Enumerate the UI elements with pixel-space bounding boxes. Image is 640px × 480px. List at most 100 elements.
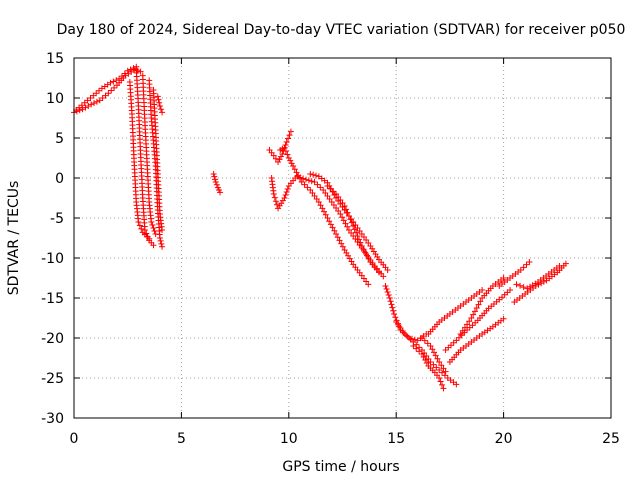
data-point xyxy=(403,332,410,339)
data-point xyxy=(333,231,340,237)
data-point xyxy=(386,295,393,301)
data-point xyxy=(344,209,351,216)
data-point xyxy=(538,280,545,287)
data-point xyxy=(282,142,289,148)
data-point xyxy=(360,246,367,253)
data-point xyxy=(286,132,293,139)
data-point xyxy=(339,243,346,250)
data-point xyxy=(438,362,445,369)
data-point xyxy=(380,273,387,280)
x-tick-label: 5 xyxy=(177,431,186,447)
data-point xyxy=(457,331,464,337)
data-point xyxy=(108,87,115,94)
x-tick-label: 0 xyxy=(70,431,79,447)
data-point xyxy=(453,381,460,388)
data-point xyxy=(279,151,286,157)
data-point xyxy=(310,171,317,178)
data-point xyxy=(158,240,165,247)
data-point xyxy=(343,206,350,213)
data-point xyxy=(479,287,486,293)
plot-frame xyxy=(73,57,612,419)
data-point xyxy=(376,269,383,276)
data-point xyxy=(351,226,358,233)
data-point xyxy=(523,261,530,268)
data-point xyxy=(270,191,277,197)
data-point xyxy=(287,157,294,164)
data-point xyxy=(154,93,161,100)
data-point xyxy=(407,336,414,343)
data-point xyxy=(331,227,338,234)
data-point xyxy=(217,189,224,196)
x-tick-label: 15 xyxy=(387,431,405,447)
data-point xyxy=(159,227,166,233)
data-point xyxy=(535,281,542,288)
data-point xyxy=(439,381,446,388)
data-point xyxy=(384,267,391,273)
data-point xyxy=(307,171,314,177)
data-point xyxy=(329,188,336,195)
data-point xyxy=(136,222,143,229)
data-point xyxy=(477,298,484,305)
data-point xyxy=(138,225,145,232)
data-point xyxy=(285,135,292,142)
y-axis-label: SDTVAR / TECUs xyxy=(6,181,22,296)
data-point xyxy=(427,343,434,349)
data-points xyxy=(71,63,569,392)
data-point xyxy=(156,103,163,109)
data-point xyxy=(468,315,475,321)
y-tick-label: 15 xyxy=(46,51,64,67)
data-point xyxy=(327,221,334,228)
data-point xyxy=(294,173,301,180)
data-point xyxy=(150,242,157,249)
data-point xyxy=(437,378,444,385)
data-point xyxy=(324,183,331,189)
data-point xyxy=(137,68,144,75)
data-point xyxy=(362,249,369,256)
data-point xyxy=(384,289,391,295)
data-point xyxy=(520,284,527,291)
data-point xyxy=(212,176,219,183)
data-point xyxy=(337,211,344,217)
data-point xyxy=(413,345,420,352)
data-point xyxy=(272,155,279,162)
y-tick-label: -20 xyxy=(41,331,64,347)
data-point xyxy=(149,222,156,228)
data-point xyxy=(105,90,112,97)
data-point xyxy=(353,229,360,236)
data-point xyxy=(297,174,304,181)
y-tick-label: -25 xyxy=(41,371,64,387)
data-point xyxy=(436,359,443,365)
data-point xyxy=(288,160,295,167)
data-point xyxy=(113,77,120,84)
data-point xyxy=(322,211,329,218)
data-point xyxy=(212,179,219,185)
data-point xyxy=(429,346,436,353)
data-point xyxy=(300,175,307,182)
data-point xyxy=(387,298,394,305)
x-tick-label: 25 xyxy=(602,431,620,447)
data-point xyxy=(433,364,440,371)
y-tick-label: 5 xyxy=(55,131,64,147)
y-tick-label: -10 xyxy=(41,251,64,267)
data-point xyxy=(314,181,321,188)
data-point xyxy=(282,192,289,198)
y-tick-label: -5 xyxy=(50,211,64,227)
data-point xyxy=(440,385,447,392)
data-point xyxy=(427,359,434,365)
data-point xyxy=(464,321,471,328)
data-point xyxy=(344,223,351,230)
data-point xyxy=(436,375,443,381)
data-point xyxy=(143,230,150,237)
data-point xyxy=(111,84,118,91)
data-point xyxy=(507,287,514,293)
data-point xyxy=(281,144,288,151)
data-point xyxy=(156,99,163,106)
data-point xyxy=(470,311,477,318)
y-tick-label: -15 xyxy=(41,291,64,307)
data-point xyxy=(211,173,218,180)
data-point xyxy=(317,184,324,191)
data-point xyxy=(313,172,320,179)
data-point xyxy=(283,189,290,195)
data-point xyxy=(73,108,80,115)
axis-ticks: 0 5 10 15 20 25 -30 -25 -20 -15 -10 -5 0 5 10 15 xyxy=(41,51,620,447)
